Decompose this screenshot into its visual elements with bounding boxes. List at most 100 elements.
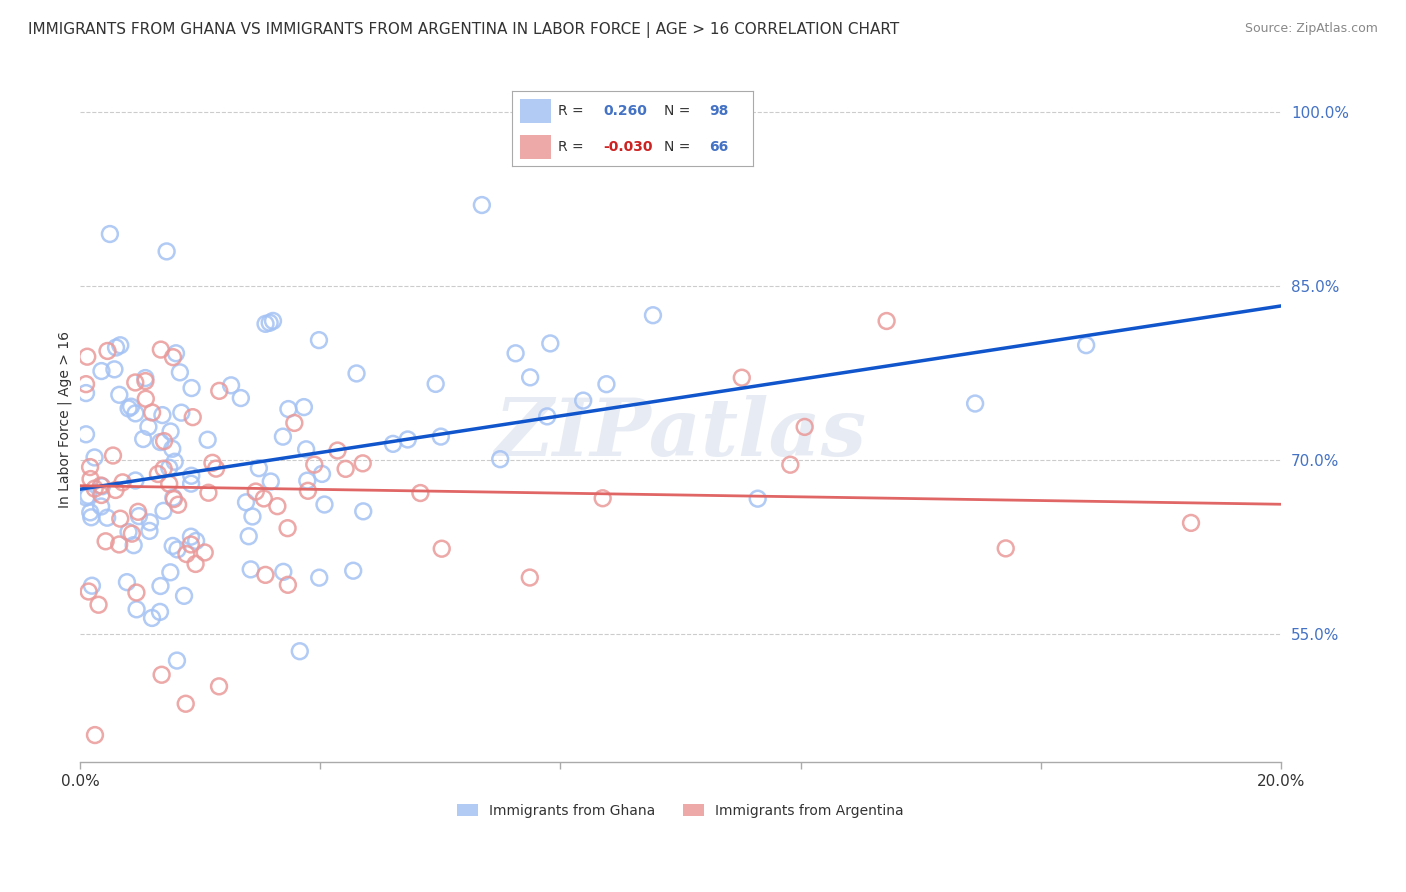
- Point: [181, 410, 204, 425]
- Point: [180, 468, 202, 483]
- Point: [110, 338, 132, 352]
- Point: [262, 314, 284, 328]
- Point: [277, 402, 299, 417]
- Point: [157, 460, 180, 475]
- Point: [260, 475, 283, 489]
- Point: [346, 367, 368, 381]
- Point: [122, 538, 145, 552]
- Legend: Immigrants from Ghana, Immigrants from Argentina: Immigrants from Ghana, Immigrants from A…: [451, 798, 910, 823]
- Point: [254, 317, 277, 331]
- Point: [425, 376, 447, 391]
- Point: [111, 475, 134, 490]
- Point: [153, 434, 176, 449]
- Point: [245, 484, 267, 499]
- Point: [277, 578, 299, 592]
- Point: [595, 377, 617, 392]
- Point: [266, 499, 288, 513]
- Point: [75, 491, 97, 505]
- Point: [170, 406, 193, 420]
- Point: [166, 542, 188, 557]
- Point: [156, 244, 179, 259]
- Point: [135, 392, 157, 406]
- Point: [994, 541, 1017, 556]
- Point: [201, 456, 224, 470]
- Point: [127, 505, 149, 519]
- Point: [430, 541, 453, 556]
- Point: [308, 571, 330, 585]
- Point: [326, 443, 349, 458]
- Point: [79, 460, 101, 475]
- Point: [471, 198, 494, 212]
- Point: [297, 474, 319, 488]
- Point: [149, 579, 172, 593]
- Point: [180, 530, 202, 544]
- Point: [87, 598, 110, 612]
- Point: [83, 482, 105, 496]
- Point: [176, 547, 198, 561]
- Point: [134, 374, 156, 388]
- Point: [90, 364, 112, 378]
- Point: [247, 461, 270, 475]
- Point: [149, 435, 172, 450]
- Point: [103, 362, 125, 376]
- Point: [166, 654, 188, 668]
- Point: [159, 425, 181, 439]
- Point: [117, 401, 139, 416]
- Point: [77, 584, 100, 599]
- Point: [134, 371, 156, 385]
- Point: [146, 467, 169, 481]
- Point: [117, 524, 139, 539]
- Point: [152, 461, 174, 475]
- Point: [731, 370, 754, 384]
- Point: [314, 498, 336, 512]
- Point: [219, 378, 242, 392]
- Point: [159, 566, 181, 580]
- Point: [108, 388, 131, 402]
- Point: [79, 472, 101, 486]
- Point: [90, 500, 112, 514]
- Point: [174, 697, 197, 711]
- Y-axis label: In Labor Force | Age > 16: In Labor Force | Age > 16: [58, 331, 72, 508]
- Point: [125, 585, 148, 599]
- Point: [342, 564, 364, 578]
- Point: [304, 458, 326, 472]
- Point: [75, 377, 97, 392]
- Point: [162, 442, 184, 456]
- Point: [308, 333, 330, 347]
- Point: [121, 526, 143, 541]
- Point: [167, 498, 190, 512]
- Point: [83, 450, 105, 465]
- Text: IMMIGRANTS FROM GHANA VS IMMIGRANTS FROM ARGENTINA IN LABOR FORCE | AGE > 16 COR: IMMIGRANTS FROM GHANA VS IMMIGRANTS FROM…: [28, 22, 900, 38]
- Point: [157, 476, 180, 491]
- Point: [141, 611, 163, 625]
- Point: [152, 408, 174, 422]
- Point: [519, 570, 541, 584]
- Point: [254, 567, 277, 582]
- Point: [105, 341, 128, 355]
- Point: [84, 728, 107, 742]
- Point: [141, 405, 163, 419]
- Point: [184, 533, 207, 548]
- Point: [163, 491, 186, 506]
- Point: [75, 386, 97, 401]
- Point: [138, 524, 160, 538]
- Point: [180, 381, 202, 395]
- Point: [292, 400, 315, 414]
- Point: [96, 343, 118, 358]
- Point: [239, 562, 262, 576]
- Point: [162, 350, 184, 364]
- Point: [793, 420, 815, 434]
- Point: [162, 491, 184, 505]
- Point: [311, 467, 333, 481]
- Point: [505, 346, 527, 360]
- Point: [519, 370, 541, 384]
- Point: [965, 396, 987, 410]
- Point: [104, 483, 127, 497]
- Point: [124, 474, 146, 488]
- Point: [536, 409, 558, 424]
- Point: [779, 458, 801, 472]
- Point: [184, 557, 207, 571]
- Point: [253, 491, 276, 506]
- Point: [489, 452, 512, 467]
- Point: [94, 534, 117, 549]
